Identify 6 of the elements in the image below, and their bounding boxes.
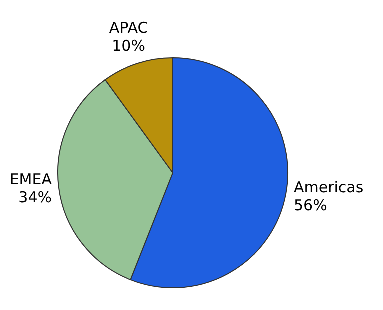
- data-label: 56%: [294, 196, 328, 214]
- slice-label: APAC: [109, 19, 148, 37]
- slice-label: EMEA: [10, 170, 53, 189]
- data-label: 34%: [18, 188, 52, 207]
- slice-label: Americas: [294, 178, 364, 196]
- data-label: 10%: [112, 37, 146, 55]
